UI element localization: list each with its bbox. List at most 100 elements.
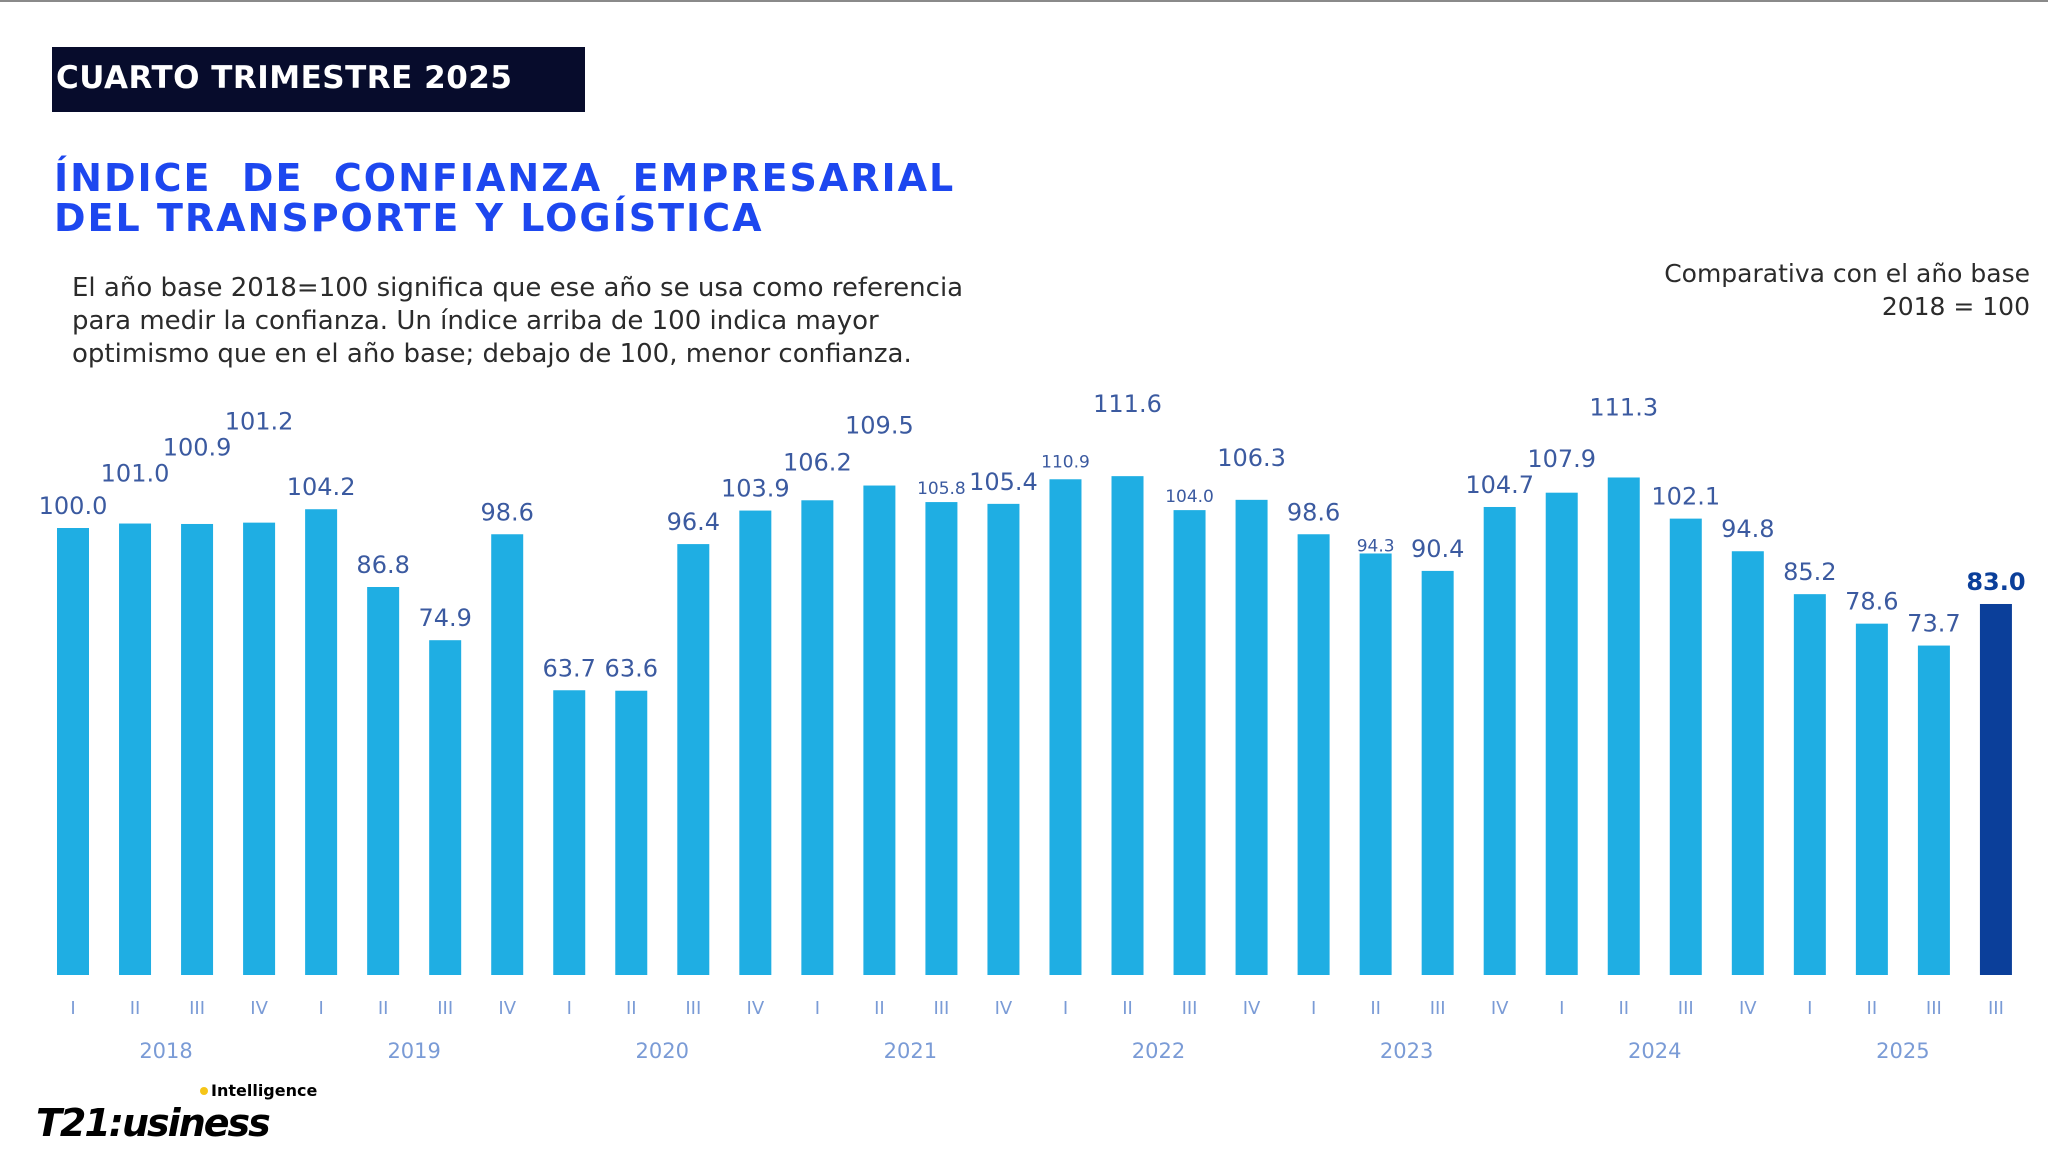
year-label-2025: 2025 (1876, 1039, 1929, 1063)
quarter-label-22: III (1430, 998, 1446, 1019)
page-title: ÍNDICE DE CONFIANZA EMPRESARIAL DEL TRAN… (54, 158, 955, 238)
title-line-1: ÍNDICE DE CONFIANZA EMPRESARIAL (54, 156, 956, 200)
value-label-13: 109.5 (845, 412, 914, 440)
quarter-label-31: III (1988, 998, 2004, 1019)
quarter-label-8: I (567, 998, 572, 1019)
bar-26 (1669, 518, 1702, 975)
bar-18 (1173, 510, 1206, 975)
year-label-2023: 2023 (1380, 1039, 1433, 1063)
quarter-label-15: IV (995, 998, 1013, 1019)
quarter-label-29: II (1867, 998, 1878, 1019)
description-line-2: para medir la confianza. Un índice arrib… (72, 306, 879, 336)
value-label-16: 110.9 (1041, 452, 1090, 472)
title-line-2: DEL TRANSPORTE Y LOGÍSTICA (54, 196, 764, 240)
base-year-note-line-1: Comparativa con el año base (1664, 259, 2030, 288)
quarter-label-9: II (626, 998, 637, 1019)
bar-30 (1917, 645, 1950, 975)
value-label-3: 101.2 (225, 408, 294, 436)
bar-16 (1049, 479, 1082, 975)
bar-21 (1359, 553, 1392, 975)
value-label-17: 111.6 (1093, 390, 1162, 418)
bar-17 (1111, 476, 1144, 975)
description-line-3: optimismo que en el año base; debajo de … (72, 339, 912, 369)
quarter-label-20: I (1311, 998, 1316, 1019)
quarter-label-16: I (1063, 998, 1068, 1019)
value-label-19: 106.3 (1217, 444, 1286, 472)
bar-8 (553, 690, 586, 975)
bar-19 (1235, 499, 1268, 975)
value-label-23: 104.7 (1465, 471, 1534, 499)
value-label-2: 100.9 (163, 434, 232, 462)
quarter-label-4: I (318, 998, 323, 1019)
year-label-2021: 2021 (884, 1039, 937, 1063)
value-label-6: 74.9 (418, 604, 471, 632)
quarter-label-13: II (874, 998, 885, 1019)
bar-4 (305, 509, 338, 975)
value-label-24: 107.9 (1527, 445, 1596, 473)
quarter-label-0: I (70, 998, 75, 1019)
quarter-label-2: III (189, 998, 205, 1019)
value-label-12: 106.2 (783, 449, 852, 477)
bar-3 (243, 522, 276, 975)
logo-main-text: T21:usiness (36, 1101, 271, 1145)
value-label-7: 98.6 (480, 498, 533, 526)
value-label-4: 104.2 (287, 473, 356, 501)
bar-14 (925, 502, 958, 975)
value-label-30: 73.7 (1907, 610, 1960, 638)
quarter-label-5: II (378, 998, 389, 1019)
t21-business-logo: Intelligence T21:usiness (36, 1082, 336, 1146)
bar-1 (119, 523, 152, 975)
quarter-label-25: II (1618, 998, 1629, 1019)
quarter-label-6: III (437, 998, 453, 1019)
value-label-0: 100.0 (39, 492, 108, 520)
bar-11 (739, 510, 772, 975)
year-label-2020: 2020 (636, 1039, 689, 1063)
description-line-1: El año base 2018=100 significa que ese a… (72, 273, 964, 303)
value-label-8: 63.7 (543, 654, 596, 682)
quarter-label-28: I (1807, 998, 1812, 1019)
quarter-label-11: IV (747, 998, 765, 1019)
year-label-2018: 2018 (139, 1039, 192, 1063)
bar-13 (863, 485, 896, 975)
value-label-31: 83.0 (1966, 568, 2025, 596)
year-label-2022: 2022 (1132, 1039, 1185, 1063)
logo-dot-icon (200, 1087, 208, 1095)
value-label-14: 105.8 (917, 479, 966, 499)
bar-0 (57, 528, 89, 975)
period-badge-text: CUARTO TRIMESTRE 2025 (56, 60, 513, 96)
value-label-22: 90.4 (1411, 535, 1464, 563)
bar-10 (677, 544, 710, 975)
quarter-label-3: IV (250, 998, 268, 1019)
base-year-note: Comparativa con el año base 2018 = 100 (1664, 257, 2030, 323)
quarter-label-18: III (1182, 998, 1198, 1019)
bar-31 (1979, 603, 2012, 975)
value-label-18: 104.0 (1165, 487, 1214, 507)
value-label-1: 101.0 (101, 460, 170, 488)
bar-7 (491, 534, 524, 975)
value-label-11: 103.9 (721, 475, 790, 503)
value-label-21: 94.3 (1357, 536, 1395, 556)
quarter-label-1: II (130, 998, 141, 1019)
value-label-5: 86.8 (356, 551, 409, 579)
quarter-label-10: III (685, 998, 701, 1019)
bar-27 (1731, 551, 1764, 975)
logo-sub-text: Intelligence (211, 1081, 318, 1100)
value-label-28: 85.2 (1783, 558, 1836, 586)
year-label-2019: 2019 (387, 1039, 440, 1063)
quarter-label-27: IV (1739, 998, 1757, 1019)
top-border (0, 0, 2048, 2)
bar-20 (1297, 534, 1330, 975)
bar-28 (1793, 594, 1826, 975)
quarter-label-30: III (1926, 998, 1942, 1019)
quarter-label-17: II (1122, 998, 1133, 1019)
quarter-label-12: I (815, 998, 820, 1019)
value-label-27: 94.8 (1721, 515, 1774, 543)
bar-9 (615, 690, 648, 975)
bar-15 (987, 503, 1020, 975)
bar-12 (801, 500, 834, 975)
bar-29 (1855, 623, 1888, 975)
quarter-label-23: IV (1491, 998, 1509, 1019)
quarter-label-24: I (1559, 998, 1564, 1019)
value-label-15: 105.4 (969, 468, 1038, 496)
